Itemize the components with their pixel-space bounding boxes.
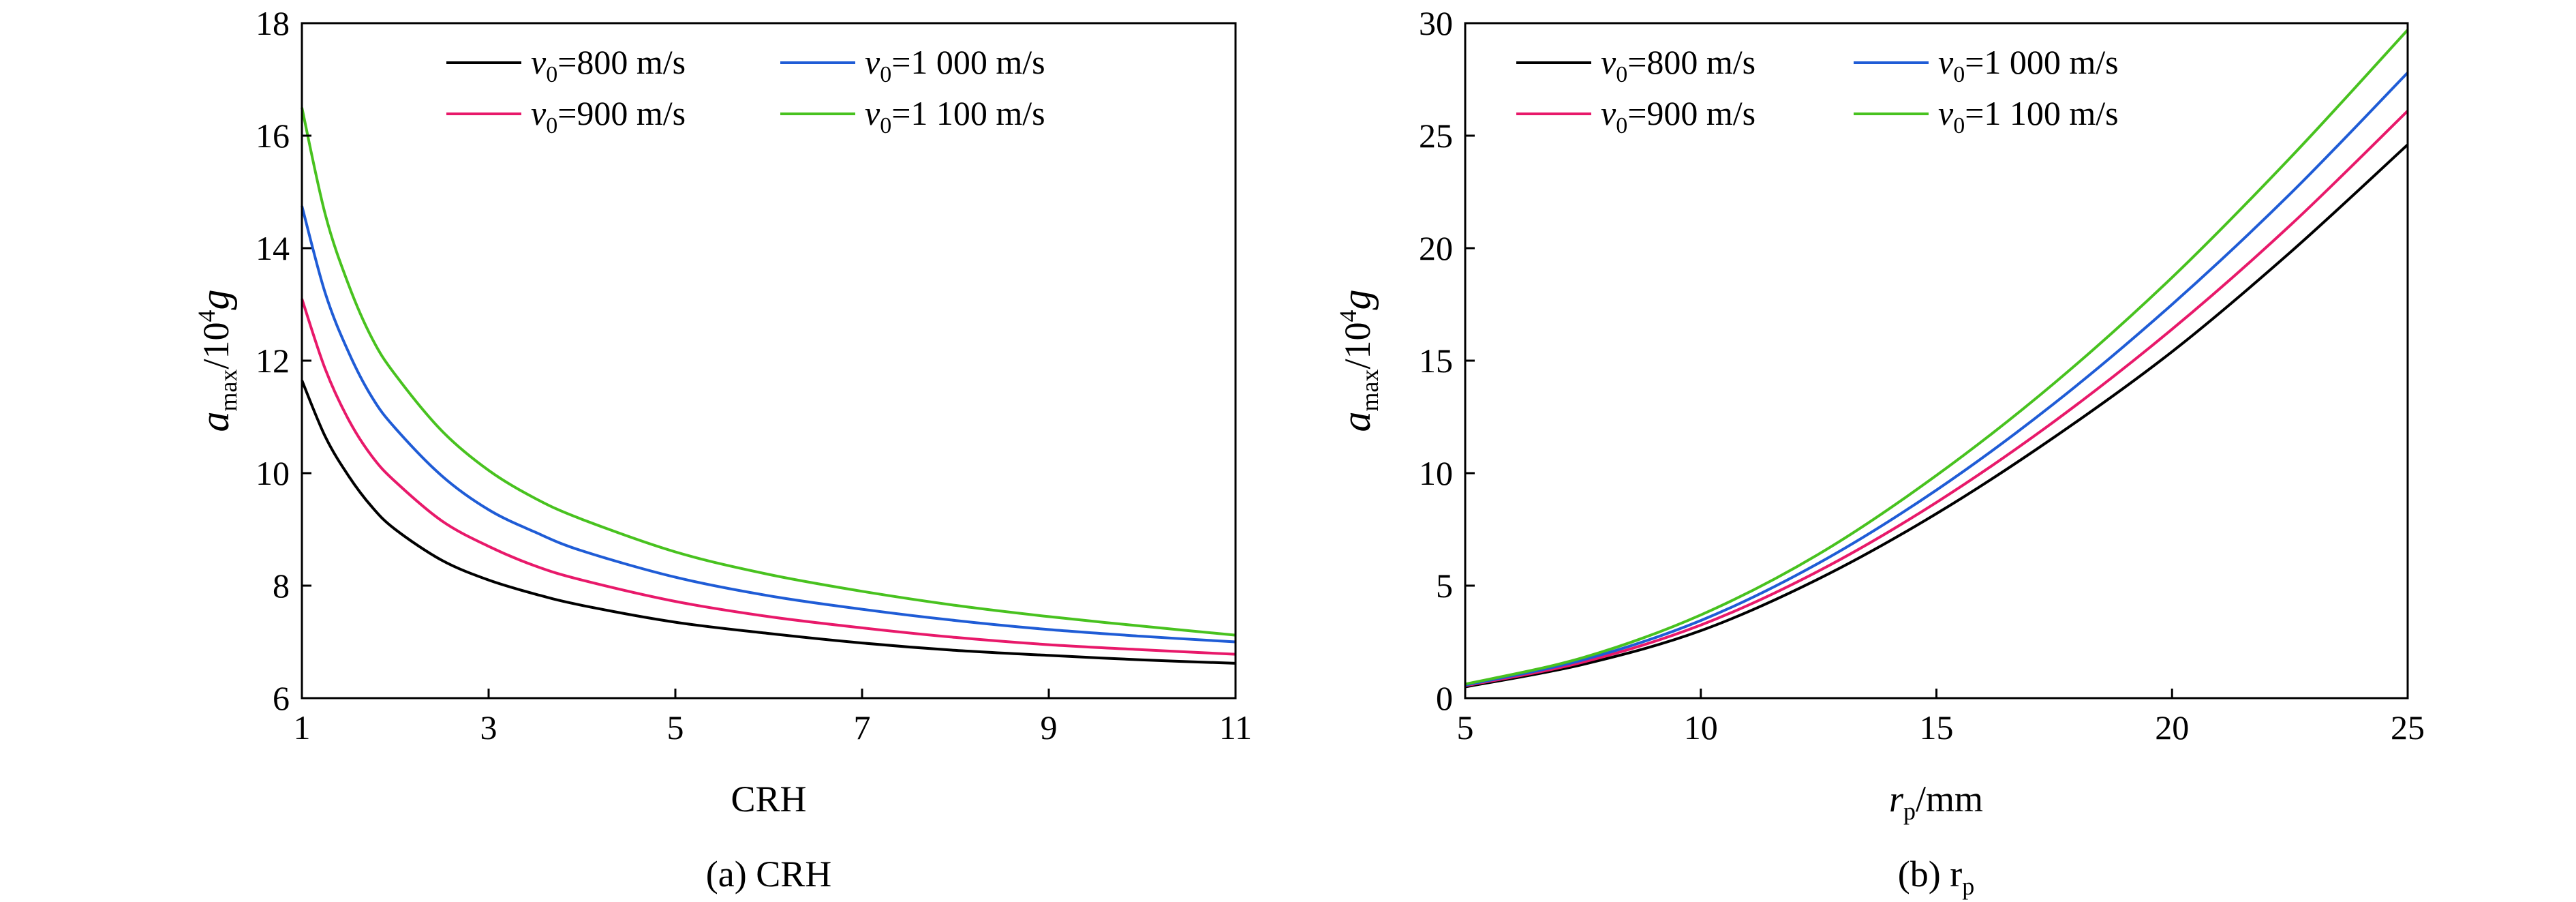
legend-label-b-0: v0=800 m/s <box>1601 43 1755 87</box>
y-label-b-main: a <box>1334 412 1379 432</box>
x-axis-label-a: CRH <box>731 779 806 820</box>
y-tick-label-a-5: 16 <box>256 117 290 155</box>
series-line-b-0 <box>1465 143 2409 689</box>
legend-label-a-1: v0=900 m/s <box>531 94 686 138</box>
series-line-b-2 <box>1465 72 2409 687</box>
caption-b-main: (b) r <box>1898 854 1962 895</box>
x-label-b-sub: p <box>1903 798 1916 825</box>
y-axis-label-a: amax/104g <box>192 290 242 432</box>
x-tick-label-b-3: 20 <box>2155 708 2189 747</box>
y-label-b-sub: max <box>1356 370 1383 412</box>
legend-label-a-0: v0=800 m/s <box>531 43 686 87</box>
x-tick-label-b-2: 15 <box>1920 708 1954 747</box>
series-line-a-1 <box>301 298 1236 656</box>
y-tick-label-b-2: 10 <box>1419 454 1453 492</box>
y-tick-label-b-1: 5 <box>1436 567 1453 605</box>
y-tick-label-b-3: 15 <box>1419 342 1453 380</box>
series-line-b-3 <box>1465 29 2409 686</box>
y-label-a-sub: max <box>215 370 242 412</box>
legend-label-a-3: v0=1 100 m/s <box>865 94 1045 138</box>
x-tick-label-b-1: 10 <box>1684 708 1718 747</box>
series-line-a-0 <box>301 380 1236 665</box>
x-tick-label-b-0: 5 <box>1457 708 1474 747</box>
legend-label-b-1: v0=900 m/s <box>1601 94 1755 138</box>
legend-b: v0=800 m/s v0=1 000 m/s v0=900 m/s v0=1 100… <box>1516 43 2119 138</box>
legend-label-a-2: v0=1 000 m/s <box>865 43 1045 87</box>
x-tick-label-a-5: 11 <box>1219 708 1252 747</box>
y-tick-label-b-0: 0 <box>1436 679 1453 717</box>
y-tick-label-a-2: 10 <box>256 454 290 492</box>
legend-a: v0=800 m/s v0=1 000 m/s v0=900 m/s v0=1 100… <box>446 43 1045 138</box>
x-tick-label-a-3: 7 <box>854 708 871 747</box>
y-axis-label-b: amax/104g <box>1334 290 1383 432</box>
series-line-a-2 <box>301 205 1236 644</box>
x-label-b-main: r <box>1889 779 1904 820</box>
legend-label-b-2: v0=1 000 m/s <box>1938 43 2119 87</box>
y-tick-label-a-0: 6 <box>273 679 290 717</box>
x-tick-label-a-0: 1 <box>294 708 311 747</box>
y-tick-label-b-5: 25 <box>1419 117 1453 155</box>
y-label-a-sup: 4 <box>193 310 220 322</box>
y-label-b-rest: /10 <box>1337 322 1378 370</box>
y-tick-label-b-4: 20 <box>1419 229 1453 267</box>
plot-lines-a <box>301 107 1236 665</box>
x-tick-label-a-2: 5 <box>667 708 684 747</box>
y-tick-label-b-6: 30 <box>1419 4 1453 42</box>
y-tick-label-a-6: 18 <box>256 4 290 42</box>
x-tick-label-a-1: 3 <box>480 708 497 747</box>
caption-a: (a) CRH <box>706 854 831 895</box>
y-tick-label-a-3: 12 <box>256 342 290 380</box>
y-label-b-sup: 4 <box>1334 310 1362 322</box>
x-tick-label-b-4: 25 <box>2391 708 2425 747</box>
ticks-a: 1 3 5 7 9 11 6 8 10 12 14 16 18 <box>256 4 1252 747</box>
y-tick-label-a-1: 8 <box>273 567 290 605</box>
y-label-a-end: g <box>192 290 237 310</box>
chart-panel-a: 1 3 5 7 9 11 6 8 10 12 14 16 18 v0=800 m/s v0=1 000 m… <box>192 4 1252 895</box>
series-line-a-3 <box>301 107 1236 637</box>
plot-lines-b <box>1465 29 2409 689</box>
series-line-b-1 <box>1465 110 2409 687</box>
y-label-a-main: a <box>192 412 237 432</box>
legend-label-b-3: v0=1 100 m/s <box>1938 94 2119 138</box>
x-label-b-rest: /mm <box>1916 779 1983 820</box>
caption-b: (b) rp <box>1898 854 1974 900</box>
x-tick-label-a-4: 9 <box>1041 708 1058 747</box>
x-axis-label-b: rp/mm <box>1889 779 1983 825</box>
y-label-a-rest: /10 <box>196 322 236 370</box>
y-label-b-end: g <box>1334 290 1379 310</box>
y-tick-label-a-4: 14 <box>256 229 290 267</box>
caption-b-sub: p <box>1962 873 1974 900</box>
